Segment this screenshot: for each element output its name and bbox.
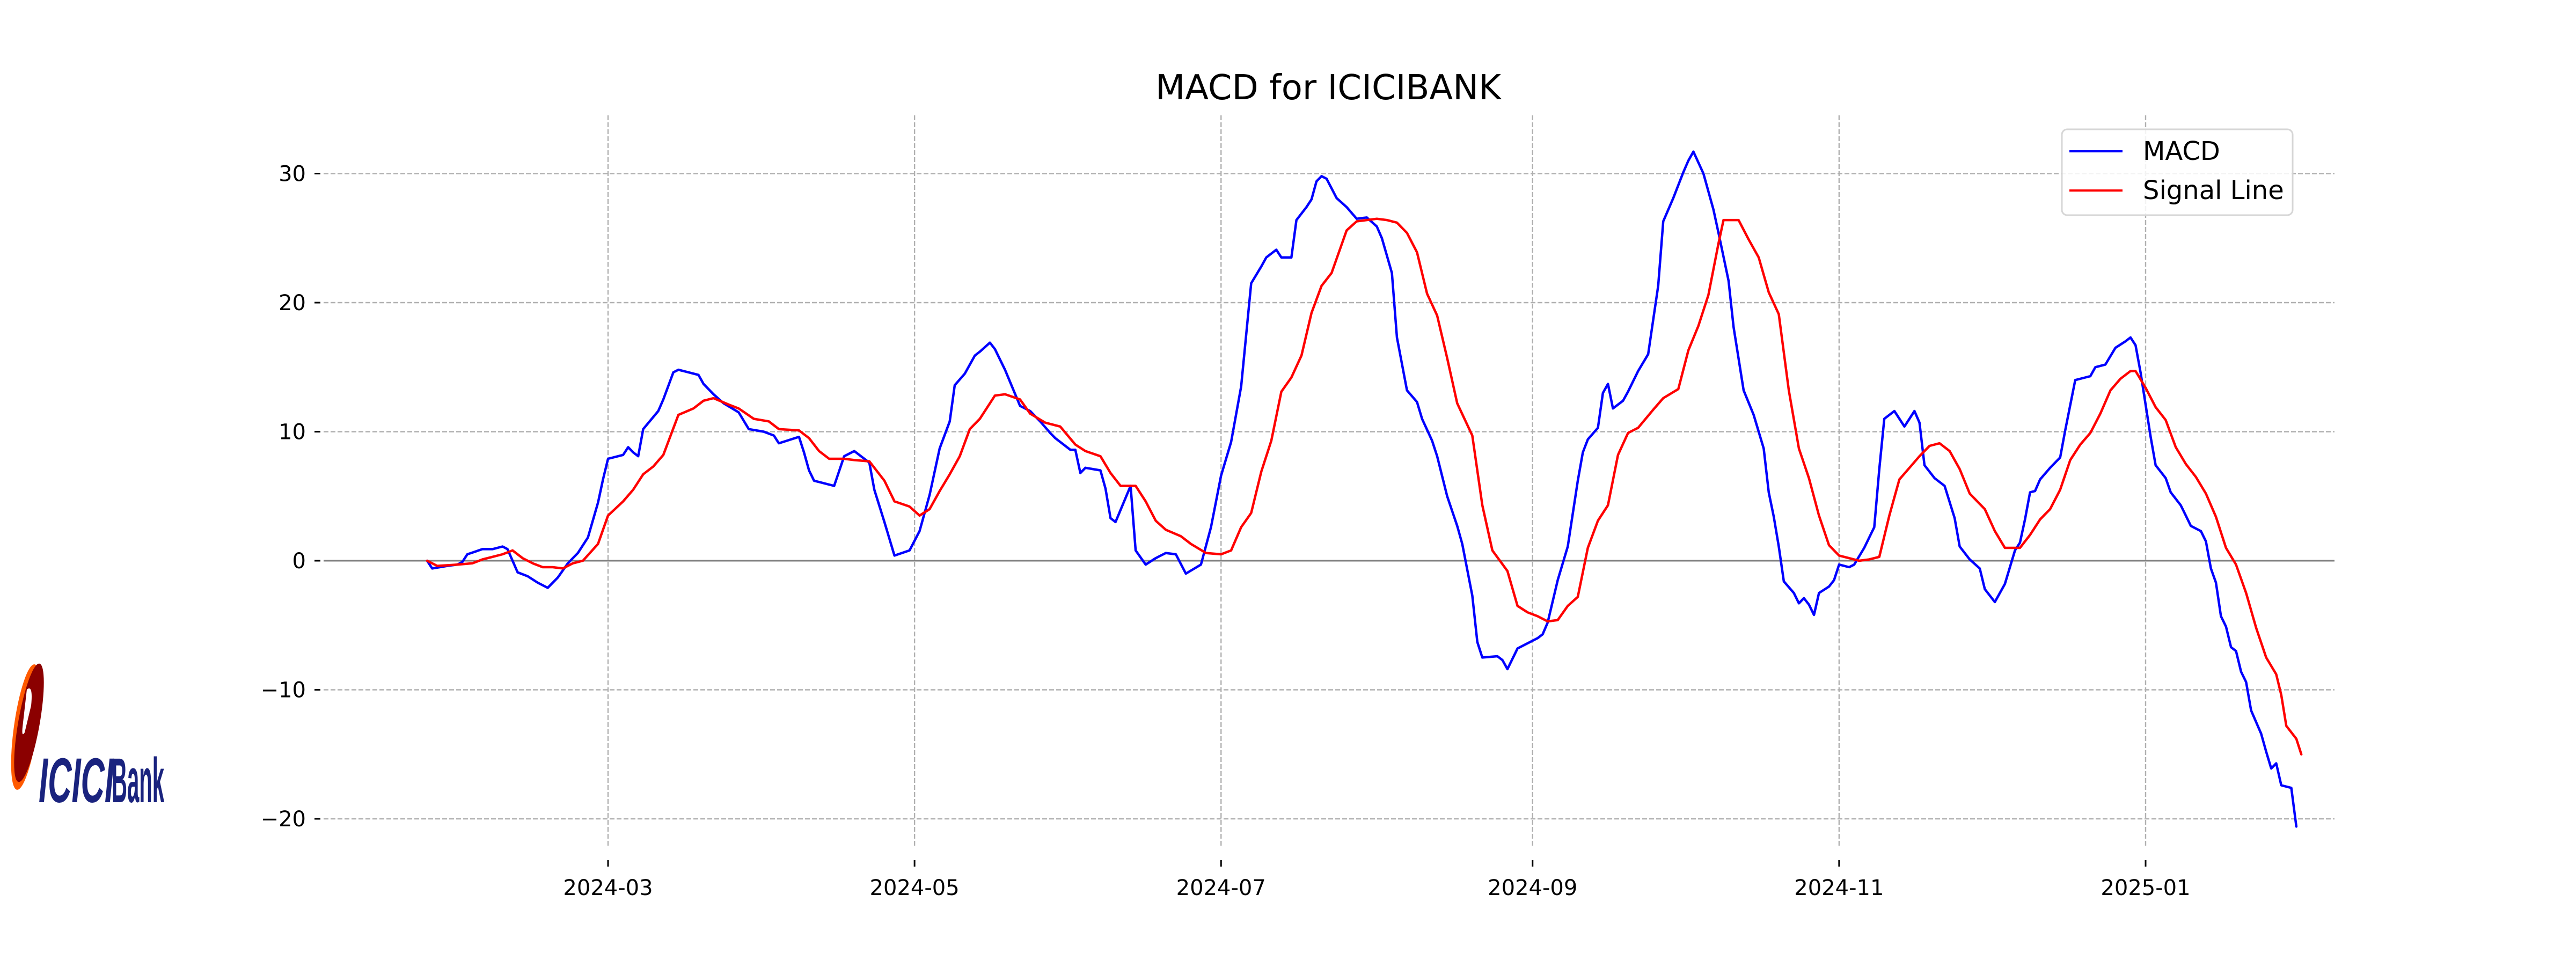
- chart-title: MACD for ICICIBANK: [1155, 68, 1502, 108]
- signal-line: [426, 217, 2303, 756]
- y-tick-label: 30: [279, 162, 306, 187]
- logo-text-icici: ICICI: [39, 745, 114, 810]
- y-tick-label: −10: [261, 678, 306, 703]
- x-axis: 2024-03 2024-05 2024-07 2024-09 2024-11 2025-…: [563, 860, 2191, 900]
- y-tick-label: −20: [261, 807, 306, 832]
- x-tick-label: 2024-07: [1176, 876, 1266, 900]
- y-axis: −20 −10 0 10 20 30: [261, 162, 320, 832]
- logo-text-bank: Bank: [112, 745, 164, 810]
- x-tick-label: 2024-03: [563, 876, 653, 900]
- series-layer: [426, 150, 2303, 828]
- macd-line: [426, 150, 2298, 828]
- legend: MACD Signal Line: [2061, 128, 2294, 216]
- legend-label-signal: Signal Line: [2143, 175, 2284, 206]
- y-tick-label: 10: [279, 420, 306, 445]
- y-tick-label: 20: [279, 291, 306, 316]
- y-gridlines: [324, 173, 2334, 820]
- x-tick-label: 2025-01: [2101, 876, 2190, 900]
- legend-label-macd: MACD: [2143, 136, 2220, 166]
- x-tick-label: 2024-09: [1488, 876, 1577, 900]
- logo-mark-icon: [11, 663, 44, 790]
- icici-bank-logo: ICICI Bank: [11, 663, 164, 810]
- y-tick-label: 0: [292, 549, 306, 574]
- x-tick-label: 2024-05: [870, 876, 960, 900]
- x-tick-label: 2024-11: [1794, 876, 1884, 900]
